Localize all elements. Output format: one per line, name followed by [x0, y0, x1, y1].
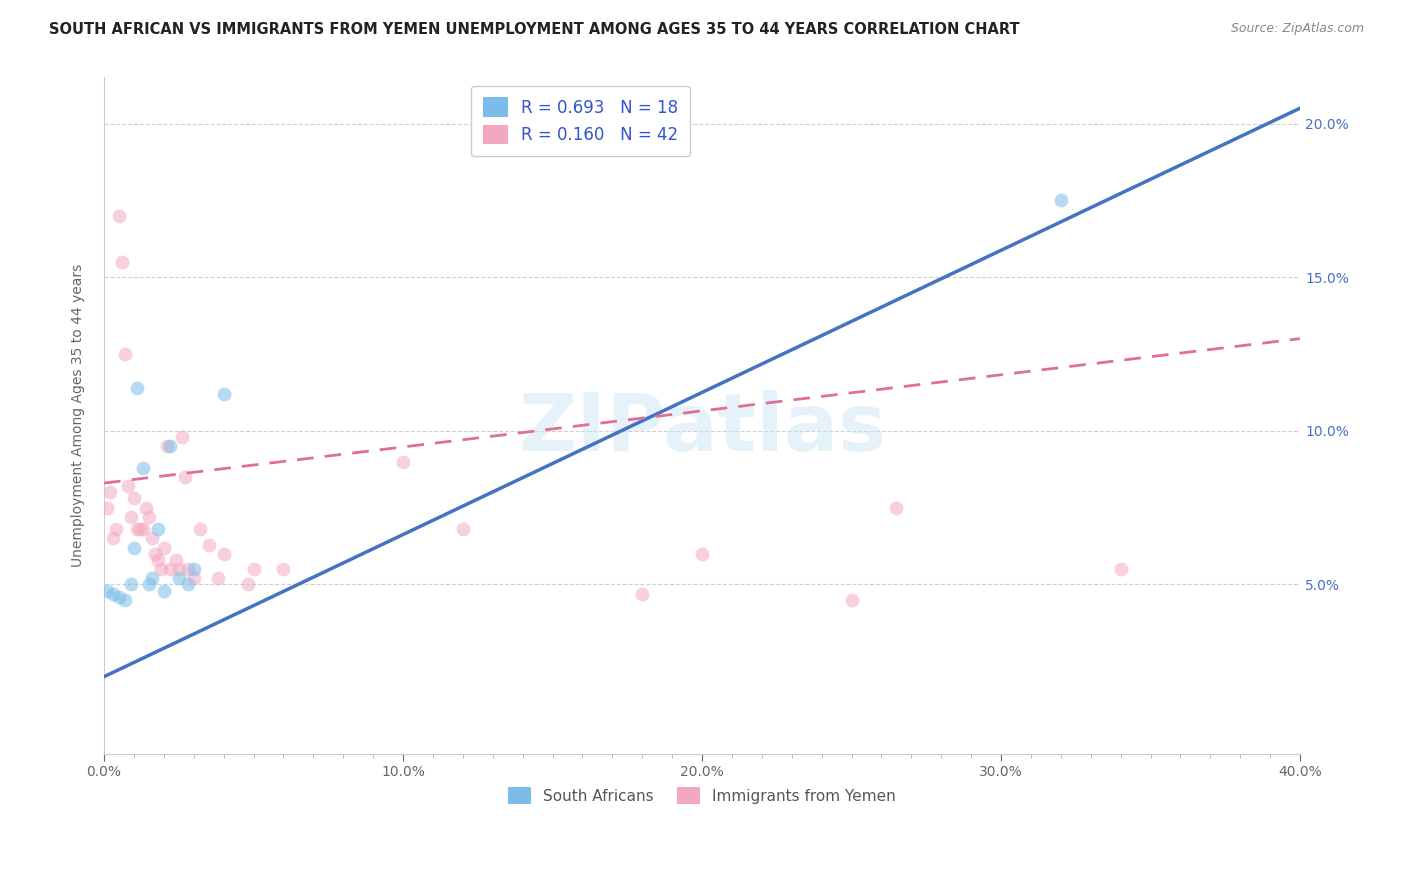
Point [138, 509, 160, 524]
Point [114, 592, 136, 607]
Point [152, 541, 174, 555]
Point [117, 479, 139, 493]
Point [236, 577, 259, 591]
Point [173, 470, 195, 484]
Point [1109, 562, 1132, 576]
Point [138, 577, 160, 591]
Point [96, 583, 118, 598]
Point [104, 522, 127, 536]
Point [156, 439, 179, 453]
Point [392, 454, 415, 468]
Point [167, 571, 190, 585]
Point [132, 522, 155, 536]
Point [96, 500, 118, 515]
Point [101, 587, 124, 601]
Y-axis label: Unemployment Among Ages 35 to 44 years: Unemployment Among Ages 35 to 44 years [72, 264, 86, 567]
Text: SOUTH AFRICAN VS IMMIGRANTS FROM YEMEN UNEMPLOYMENT AMONG AGES 35 TO 44 YEARS CO: SOUTH AFRICAN VS IMMIGRANTS FROM YEMEN U… [49, 22, 1019, 37]
Text: ZIPatlas: ZIPatlas [517, 390, 886, 468]
Point [886, 500, 908, 515]
Point [183, 571, 205, 585]
Point [841, 592, 863, 607]
Point [98, 485, 121, 500]
Point [120, 577, 142, 591]
Point [146, 553, 169, 567]
Point [132, 460, 155, 475]
Point [125, 381, 148, 395]
Point [183, 562, 205, 576]
Point [167, 562, 190, 576]
Point [242, 562, 264, 576]
Point [141, 532, 163, 546]
Point [177, 577, 200, 591]
Point [207, 571, 229, 585]
Point [159, 439, 181, 453]
Point [188, 522, 211, 536]
Point [122, 491, 145, 506]
Point [212, 387, 235, 401]
Point [128, 522, 150, 536]
Point [120, 509, 142, 524]
Text: Source: ZipAtlas.com: Source: ZipAtlas.com [1230, 22, 1364, 36]
Point [149, 562, 172, 576]
Point [141, 571, 163, 585]
Point [101, 532, 124, 546]
Point [152, 583, 174, 598]
Point [212, 547, 235, 561]
Point [1050, 194, 1073, 208]
Point [631, 587, 654, 601]
Point [273, 562, 295, 576]
Point [177, 562, 200, 576]
Point [135, 500, 157, 515]
Point [159, 562, 181, 576]
Legend: South Africans, Immigrants from Yemen: South Africans, Immigrants from Yemen [499, 778, 905, 814]
Point [125, 522, 148, 536]
Point [165, 553, 187, 567]
Point [111, 255, 134, 269]
Point [108, 209, 131, 223]
Point [114, 347, 136, 361]
Point [122, 541, 145, 555]
Point [451, 522, 474, 536]
Point [690, 547, 713, 561]
Point [108, 590, 131, 604]
Point [197, 537, 219, 551]
Point [146, 522, 169, 536]
Point [170, 430, 193, 444]
Point [143, 547, 166, 561]
